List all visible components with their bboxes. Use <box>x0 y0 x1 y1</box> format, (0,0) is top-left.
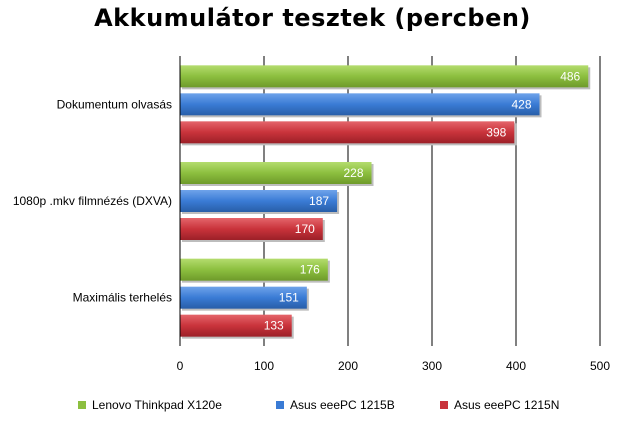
category-label: Dokumentum olvasás <box>57 97 172 111</box>
chart-title: Akkumulátor tesztek (percben) <box>94 4 531 32</box>
legend-swatch <box>78 401 86 409</box>
data-label: 398 <box>486 125 506 139</box>
x-tick-label: 500 <box>590 359 610 373</box>
data-label: 176 <box>300 263 320 277</box>
data-label: 133 <box>264 319 284 333</box>
legend-label: Asus eeePC 1215B <box>290 398 395 412</box>
data-label: 170 <box>295 222 315 236</box>
bar-asus-1215b <box>180 190 338 212</box>
data-label: 228 <box>343 166 363 180</box>
bar-lenovo <box>180 258 328 281</box>
data-label: 428 <box>511 97 531 111</box>
legend-label: Asus eeePC 1215N <box>454 398 560 412</box>
x-tick-label: 100 <box>254 359 274 373</box>
bar-asus-1215n <box>180 121 515 144</box>
bar-asus-1215n <box>180 218 323 240</box>
data-label: 187 <box>309 194 329 208</box>
bar-asus-1215n <box>180 314 292 337</box>
x-tick-label: 400 <box>506 359 526 373</box>
legend-swatch <box>440 401 448 409</box>
x-tick-label: 0 <box>177 359 184 373</box>
bar-lenovo <box>180 162 372 184</box>
x-tick-label: 200 <box>338 359 358 373</box>
category-label: 1080p .mkv filmnézés (DXVA) <box>13 194 172 208</box>
bar-asus-1215b <box>180 286 307 309</box>
bar-asus-1215b <box>180 93 540 116</box>
data-label: 151 <box>279 291 299 305</box>
legend-swatch <box>276 401 284 409</box>
bar-lenovo <box>180 65 589 88</box>
legend-item: Lenovo Thinkpad X120e <box>78 398 222 412</box>
x-tick-label: 300 <box>422 359 442 373</box>
legend: Lenovo Thinkpad X120e Asus eeePC 1215B Asu… <box>0 398 625 418</box>
legend-item: Asus eeePC 1215B <box>276 398 395 412</box>
data-label: 486 <box>560 69 580 83</box>
category-label: Maximális terhelés <box>73 291 172 305</box>
legend-label: Lenovo Thinkpad X120e <box>92 398 222 412</box>
legend-item: Asus eeePC 1215N <box>440 398 559 412</box>
